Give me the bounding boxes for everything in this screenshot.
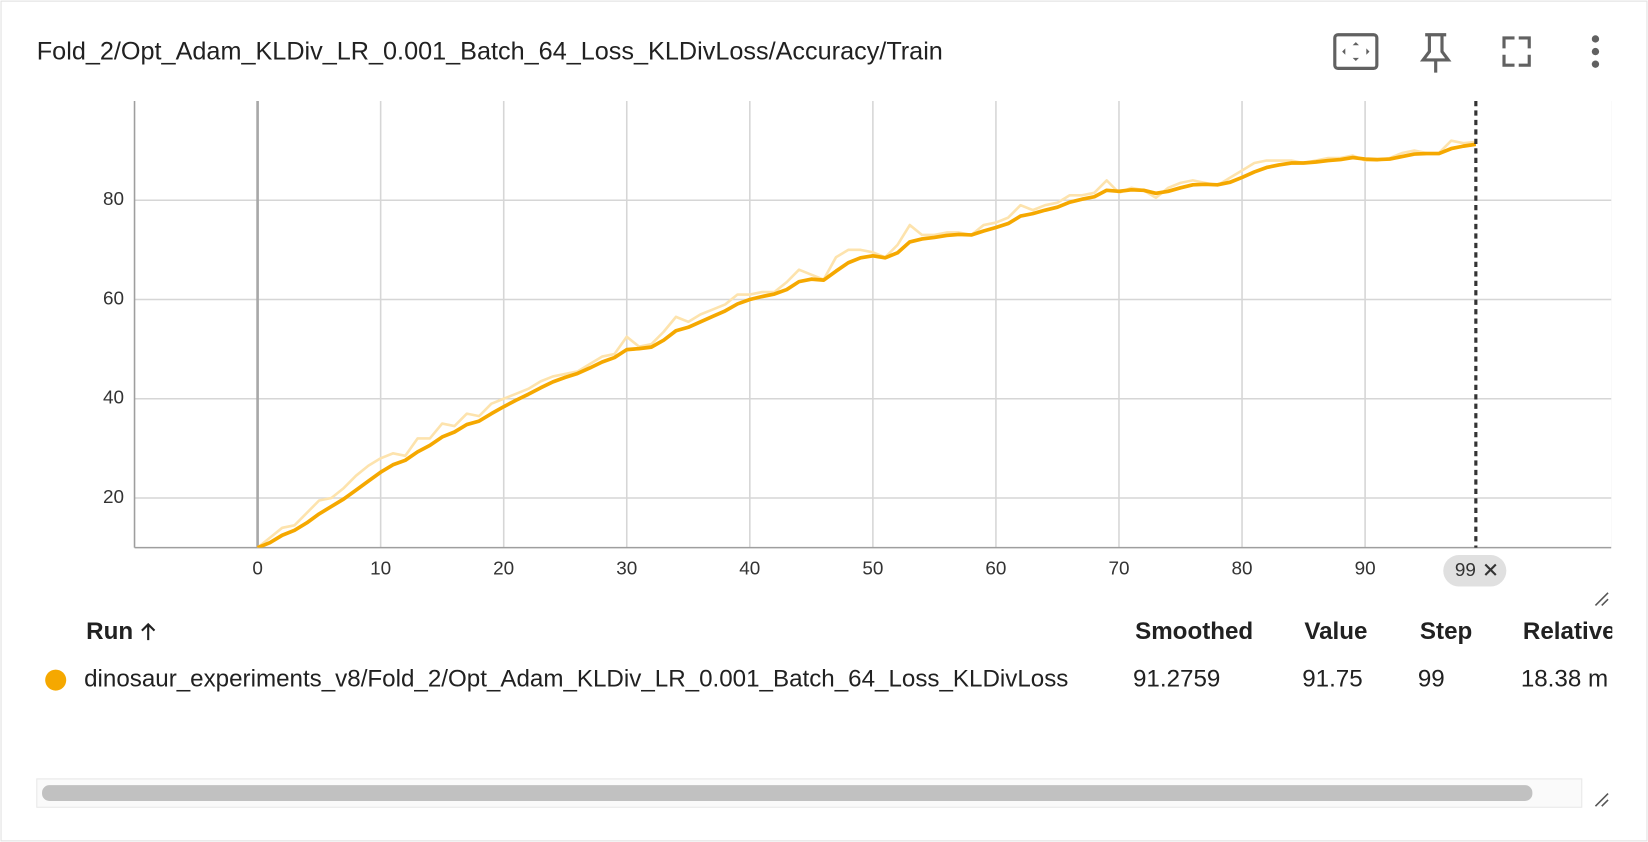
sort-arrow [141, 622, 156, 641]
table-cell: dinosaur_experiments_v8/Fold_2/Opt_Adam_… [84, 665, 1068, 692]
x-tick-label: 30 [616, 559, 637, 580]
scrollbar-thumb[interactable] [42, 785, 1533, 801]
table-cell: 91.2759 [1133, 665, 1220, 692]
x-tick-label: 20 [493, 559, 514, 580]
column-header: Smoothed [1135, 618, 1253, 645]
x-tick-label: 60 [985, 559, 1006, 580]
fullscreen-button[interactable] [1502, 36, 1531, 67]
menu-button[interactable] [1591, 35, 1600, 68]
y-tick-label: 80 [103, 189, 124, 210]
resize-handle[interactable] [1594, 592, 1609, 607]
column-header: Run [86, 618, 133, 645]
step-cursor: 99 [1443, 100, 1507, 587]
cursor-chip [1443, 555, 1507, 587]
toolbar [1333, 33, 1600, 73]
y-tick-label: 20 [103, 487, 124, 508]
column-header: Value [1304, 618, 1367, 645]
table-cell: 91.75 [1302, 665, 1362, 692]
y-tick-label: 40 [103, 388, 124, 409]
column-header: Relative [1523, 618, 1616, 645]
x-tick-label: 70 [1108, 559, 1129, 580]
resize-handle[interactable] [1594, 793, 1609, 807]
table-cell: 18.38 m [1521, 665, 1608, 692]
x-tick-label: 90 [1355, 559, 1376, 580]
column-header: Step [1420, 618, 1472, 645]
x-tick-label: 0 [252, 559, 263, 580]
pin-button[interactable] [1419, 33, 1452, 73]
fit-domain-button[interactable] [1333, 33, 1379, 70]
series-line [256, 142, 1477, 548]
data-table: Run Smoothed Value Step Relative dinosaur_exp… [45, 618, 1616, 692]
table-cell: 99 [1418, 665, 1445, 692]
cursor-step-label: 99 [1455, 560, 1476, 581]
card-title: Fold_2/Opt_Adam_KLDiv_LR_0.001_Batch_64_… [37, 37, 943, 65]
plot-area [256, 139, 1477, 548]
run-color-dot [45, 669, 67, 691]
series-line [256, 139, 1476, 548]
x-tick-label: 50 [862, 559, 883, 580]
x-tick-label: 40 [739, 559, 760, 580]
y-tick-label: 60 [103, 288, 124, 309]
x-tick-label: 10 [370, 559, 391, 580]
cursor-close[interactable] [1484, 563, 1497, 576]
x-tick-label: 80 [1232, 559, 1253, 580]
